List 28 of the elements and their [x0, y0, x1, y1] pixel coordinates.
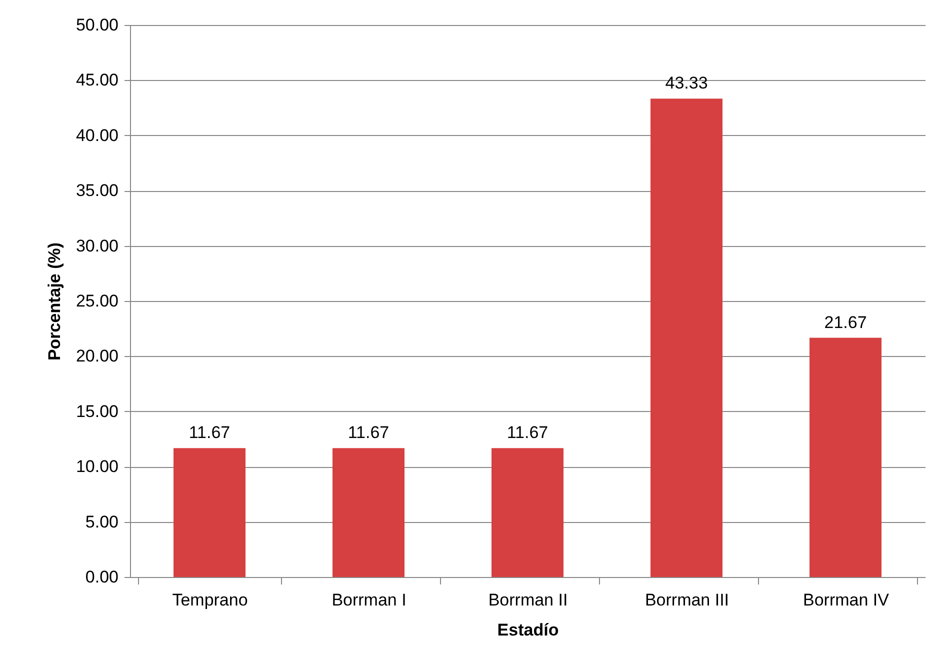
data-label: 43.33	[665, 74, 708, 93]
y-tick-label: 45.00	[76, 70, 118, 90]
data-label: 11.67	[348, 423, 390, 442]
y-tick-label: 40.00	[76, 126, 118, 145]
y-tick-label: 50.00	[76, 16, 118, 34]
x-tick-label: Borrman II	[488, 590, 568, 610]
bar	[492, 448, 564, 577]
y-tick-label: 20.00	[76, 346, 118, 366]
y-axis-title: Porcentaje (%)	[44, 242, 64, 361]
y-tick-label: 35.00	[76, 181, 118, 200]
data-label: 11.67	[188, 423, 230, 442]
y-tick-label: 10.00	[76, 457, 118, 476]
x-tick-label: Borrman I	[332, 590, 406, 610]
bar	[810, 338, 882, 577]
bar	[332, 448, 404, 577]
data-label: 11.67	[506, 423, 548, 442]
y-tick-label: 30.00	[76, 236, 118, 256]
x-axis-title: Estadío	[497, 620, 559, 640]
y-tick-label: 25.00	[76, 292, 118, 310]
y-tick-label: 0.00	[85, 568, 118, 586]
y-tick-label: 5.00	[85, 512, 118, 532]
x-tick-label: Temprano	[172, 590, 248, 610]
x-tick-label: Borrman IV	[803, 590, 890, 610]
data-label: 21.67	[824, 312, 867, 332]
bar	[650, 98, 722, 577]
bar	[174, 448, 246, 577]
x-tick-label: Borrman III	[644, 590, 730, 610]
y-tick-label: 15.00	[76, 402, 118, 421]
